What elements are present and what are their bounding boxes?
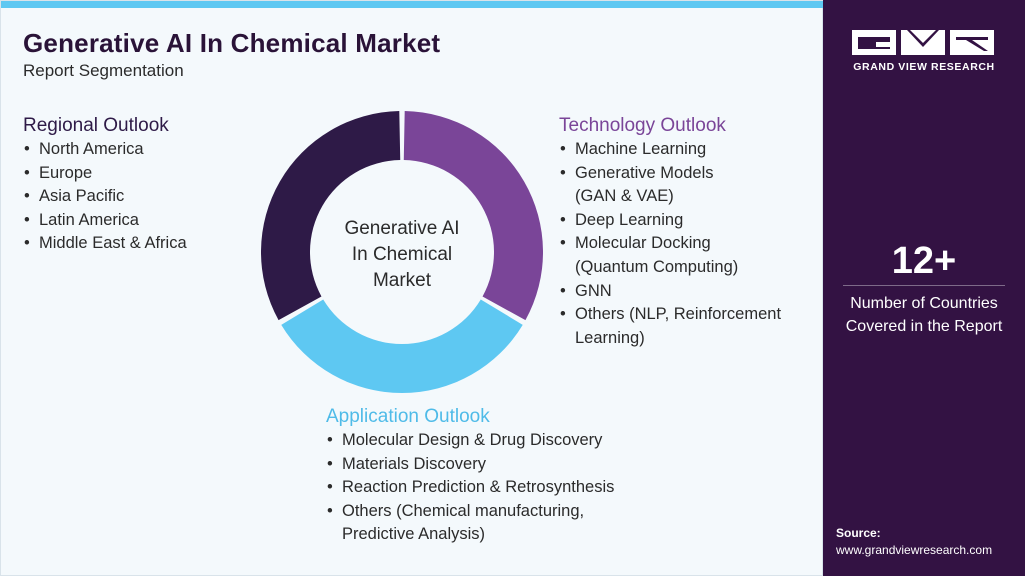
regional-item-line: Asia Pacific — [39, 187, 125, 206]
donut-center-line: Market — [372, 270, 432, 291]
main-panel: Generative AI In Chemical Market Report … — [0, 0, 823, 576]
accent-bar — [1, 1, 824, 8]
application-item-line: Reaction Prediction & Retrosynthesis — [342, 478, 615, 497]
application-item-line: Molecular Design & Drug Discovery — [342, 431, 603, 449]
technology-item-line: Generative Models — [575, 163, 714, 182]
technology-item-line: (Quantum Computing) — [575, 257, 739, 276]
donut-segment-technology — [403, 111, 543, 321]
application-item: Others (Chemical manufacturing, Predictiv… — [327, 500, 614, 547]
donut-center-line: Generative AI — [344, 218, 460, 239]
regional-item-line: Middle East & Africa — [39, 234, 187, 253]
brand-name: GRAND VIEW RESEARCH — [853, 61, 995, 73]
application-outlook-list: Molecular Design & Drug Discovery Materia… — [327, 429, 614, 547]
regional-item-line: Latin America — [39, 210, 139, 229]
technology-item-line: Molecular Docking — [575, 234, 711, 253]
technology-item: Molecular Docking (Quantum Computing) — [560, 232, 781, 279]
source-url[interactable]: www.grandviewresearch.com — [836, 543, 993, 557]
regional-item-line: North America — [39, 140, 144, 158]
technology-item-line: Machine Learning — [575, 140, 707, 158]
donut-segment-regional — [261, 111, 401, 321]
donut-center-label: Generative AI In Chemical Market — [321, 216, 483, 294]
regional-item-line: Europe — [39, 163, 93, 182]
technology-item: Others (NLP, Reinforcement Learning) — [560, 303, 781, 350]
technology-item-line: Others (NLP, Reinforcement — [575, 305, 782, 324]
application-item-line: Predictive Analysis) — [342, 525, 486, 544]
regional-item: North America — [24, 138, 187, 162]
regional-outlook-title: Regional Outlook — [23, 115, 169, 136]
countries-stat-label: Number of Countries Covered in the Repor… — [823, 292, 1025, 338]
stat-label-line: Covered in the Report — [845, 318, 1003, 335]
source-label: Source: — [836, 526, 881, 540]
technology-item: Deep Learning — [560, 209, 781, 233]
page-subtitle: Report Segmentation — [23, 61, 184, 80]
regional-outlook-list: North America Europe Asia Pacific Latin Ame… — [24, 138, 187, 256]
donut-segment-application — [281, 299, 523, 394]
donut-center-line: In Chemical — [351, 244, 453, 265]
application-item: Materials Discovery — [327, 453, 614, 477]
application-item: Molecular Design & Drug Discovery — [327, 429, 614, 453]
regional-item: Europe — [24, 162, 187, 186]
sidebar — [823, 0, 1025, 576]
regional-item: Middle East & Africa — [24, 232, 187, 256]
application-item-line: Others (Chemical manufacturing, — [342, 501, 585, 520]
stat-divider — [843, 285, 1005, 286]
application-outlook-title: Application Outlook — [326, 406, 490, 427]
technology-item: GNN — [560, 280, 781, 304]
page-title: Generative AI In Chemical Market — [23, 28, 441, 58]
technology-item: Machine Learning — [560, 138, 781, 162]
technology-outlook-list: Machine Learning Generative Models (GAN & … — [560, 138, 781, 350]
application-item: Reaction Prediction & Retrosynthesis — [327, 476, 614, 500]
application-item-line: Materials Discovery — [342, 454, 486, 473]
regional-item: Latin America — [24, 209, 187, 233]
regional-item: Asia Pacific — [24, 185, 187, 209]
technology-item-line: (GAN & VAE) — [575, 187, 674, 206]
countries-stat-value: 12+ — [891, 240, 957, 282]
stat-label-line: Number of Countries — [850, 295, 998, 312]
technology-item-line: Deep Learning — [575, 210, 684, 229]
technology-item-line: GNN — [575, 281, 612, 300]
technology-item-line: Learning) — [575, 328, 645, 347]
segmentation-donut — [261, 111, 543, 394]
technology-outlook-title: Technology Outlook — [559, 115, 726, 136]
technology-item: Generative Models (GAN & VAE) — [560, 162, 781, 209]
gvr-logo-icon — [852, 30, 994, 55]
